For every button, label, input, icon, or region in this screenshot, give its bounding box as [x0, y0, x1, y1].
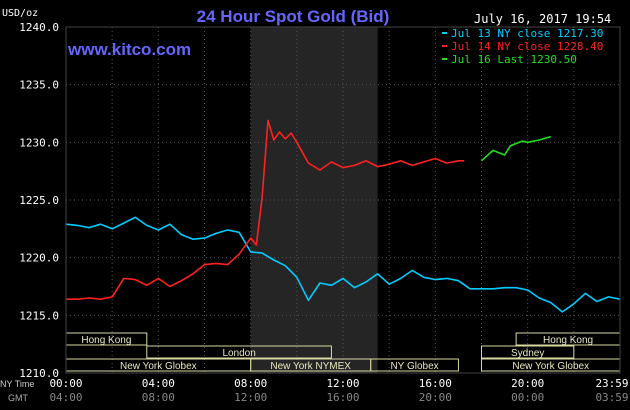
x-tick-label-ny: 20:00 [511, 377, 544, 390]
legend-swatch [442, 58, 447, 60]
legend-swatch [442, 45, 447, 47]
gmt-label: GMT [8, 393, 28, 403]
chart-title: 24 Hour Spot Gold (Bid) [197, 7, 390, 26]
chart-date: July 16, 2017 19:54 [474, 12, 611, 26]
y-tick-label: 1225.0 [19, 194, 59, 207]
plot-frame [65, 26, 621, 374]
y-tick-label: 1240.0 [19, 21, 59, 34]
x-tick-label-gmt: 16:00 [326, 391, 359, 404]
legend-swatch [442, 32, 447, 34]
y-tick-label: 1235.0 [19, 79, 59, 92]
x-tick-label-ny: 23:59 [595, 377, 628, 390]
session-label: Hong Kong [81, 335, 131, 346]
legend-label: Jul 14 NY close 1228.40 [451, 40, 603, 53]
session-label: New York NYMEX [270, 361, 351, 372]
x-tick-label-ny: 04:00 [142, 377, 175, 390]
session-label: Hong Kong [543, 335, 593, 346]
session-label: New York Globex [120, 361, 197, 372]
y-tick-label: 1210.0 [19, 367, 59, 380]
session-label: London [222, 348, 255, 359]
x-tick-label-gmt: 20:00 [419, 391, 452, 404]
session-bar [370, 358, 459, 372]
y-tick-label: 1215.0 [19, 309, 59, 322]
x-tick-label-gmt: 00:00 [511, 391, 544, 404]
ny-time-label: NY Time [0, 379, 34, 389]
session-label: NY Globex [390, 361, 438, 372]
y-tick-label: 1220.0 [19, 252, 59, 265]
x-tick-label-gmt: 03:59 [595, 391, 628, 404]
x-tick-label-ny: 16:00 [419, 377, 452, 390]
session-bar [146, 345, 332, 359]
x-tick-label-ny: 08:00 [234, 377, 267, 390]
x-tick-label-gmt: 08:00 [142, 391, 175, 404]
series-line [66, 119, 465, 301]
y-tick-label: 1230.0 [19, 136, 59, 149]
series-line [65, 216, 621, 313]
x-tick-label-gmt: 12:00 [234, 391, 267, 404]
x-tick-label-ny: 12:00 [326, 377, 359, 390]
legend-label: Jul 13 NY close 1217.30 [451, 27, 603, 40]
session-label: New York Globex [512, 361, 589, 372]
x-tick-label-ny: 00:00 [49, 377, 82, 390]
session-label: Sydney [511, 348, 544, 359]
x-tick-label-gmt: 04:00 [49, 391, 82, 404]
y-axis-unit: USD/oz [2, 8, 38, 19]
series-line [480, 135, 552, 162]
kitco-watermark: www.kitco.com [67, 40, 191, 59]
legend-label: Jul 16 Last 1230.50 [451, 53, 577, 66]
session-bar [481, 345, 575, 359]
